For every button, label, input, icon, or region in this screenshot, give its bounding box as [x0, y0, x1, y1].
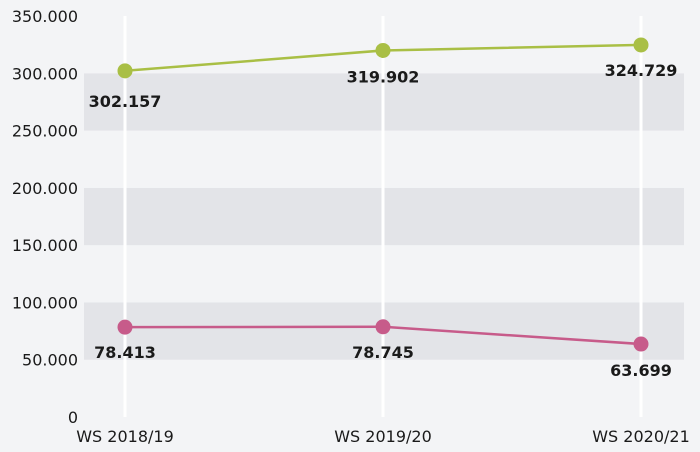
- data-label: 319.902: [347, 67, 420, 86]
- y-tick-label: 50.000: [22, 351, 78, 370]
- y-tick-label: 300.000: [12, 64, 78, 83]
- x-axis-ticks: WS 2018/19 WS 2019/20 WS 2020/21: [76, 427, 690, 446]
- data-label: 324.729: [605, 61, 678, 80]
- series-group: 302.157 319.902 324.729 78.413 78.745 63.699: [89, 37, 678, 380]
- data-label: 63.699: [610, 361, 672, 380]
- data-label: 78.745: [352, 343, 414, 362]
- y-tick-label: 100.000: [12, 293, 78, 312]
- x-tick-label: WS 2019/20: [334, 427, 432, 446]
- y-tick-label: 250.000: [12, 122, 78, 141]
- y-tick-label: 150.000: [12, 236, 78, 255]
- data-point: [117, 319, 133, 335]
- data-label: 78.413: [94, 343, 156, 362]
- data-point: [633, 37, 649, 53]
- y-tick-label: 200.000: [12, 179, 78, 198]
- y-axis-ticks: 0 50.000 100.000 150.000 200.000 250.000 300.0…: [12, 7, 78, 427]
- y-tick-label: 350.000: [12, 7, 78, 26]
- data-point: [375, 42, 391, 58]
- y-tick-label: 0: [68, 408, 78, 427]
- data-point: [375, 319, 391, 335]
- x-tick-label: WS 2018/19: [76, 427, 174, 446]
- data-label: 302.157: [89, 92, 162, 111]
- data-point: [117, 63, 133, 79]
- data-point: [633, 336, 649, 352]
- x-tick-label: WS 2020/21: [592, 427, 690, 446]
